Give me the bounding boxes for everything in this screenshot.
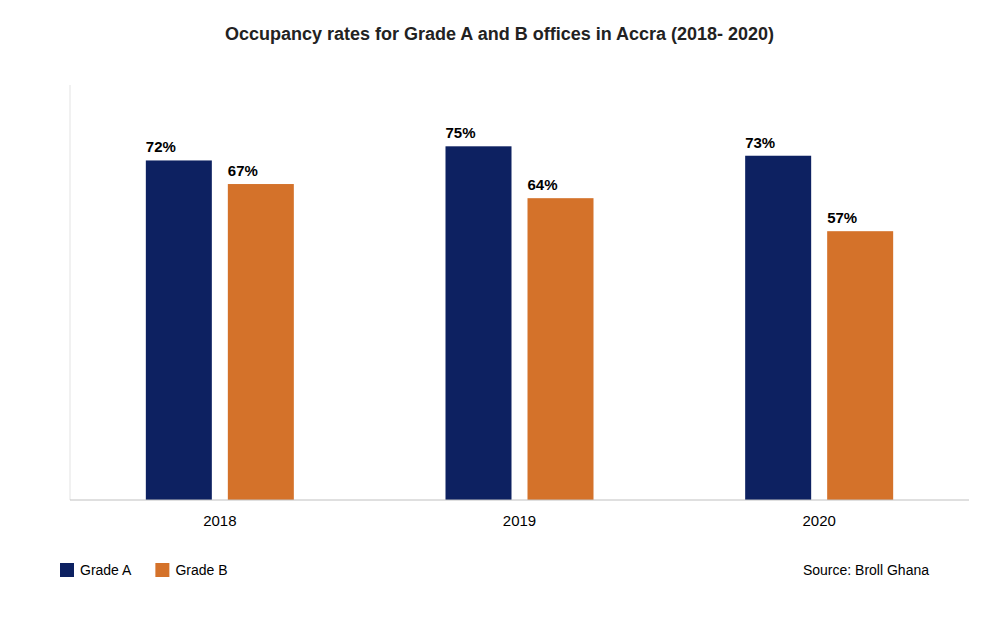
legend-swatch [60, 563, 74, 577]
data-label: 72% [146, 138, 176, 155]
annotation: Source: Broll Ghana [803, 562, 929, 578]
data-label: 64% [528, 176, 558, 193]
x-tick-label: 2019 [503, 512, 536, 529]
bar [228, 184, 294, 500]
data-label: 75% [446, 124, 476, 141]
data-label: 67% [228, 162, 258, 179]
chart-svg: Occupancy rates for Grade A and B office… [0, 0, 999, 625]
x-tick-label: 2018 [203, 512, 236, 529]
bar [528, 198, 594, 500]
legend-label: Grade B [175, 562, 227, 578]
bar [827, 231, 893, 500]
data-label: 57% [827, 209, 857, 226]
legend: Grade A Grade B [60, 562, 228, 578]
title: Occupancy rates for Grade A and B office… [225, 24, 774, 44]
bars [146, 146, 893, 500]
data-label: 73% [745, 134, 775, 151]
bar [745, 156, 811, 500]
chart-container: Occupancy rates for Grade A and B office… [0, 0, 999, 625]
y-axis-line [70, 85, 71, 500]
x-tick-label: 2020 [802, 512, 835, 529]
legend-swatch [155, 563, 169, 577]
legend-label: Grade A [80, 562, 132, 578]
bar [146, 160, 212, 500]
x-axis-line [70, 500, 969, 501]
bar [446, 146, 512, 500]
